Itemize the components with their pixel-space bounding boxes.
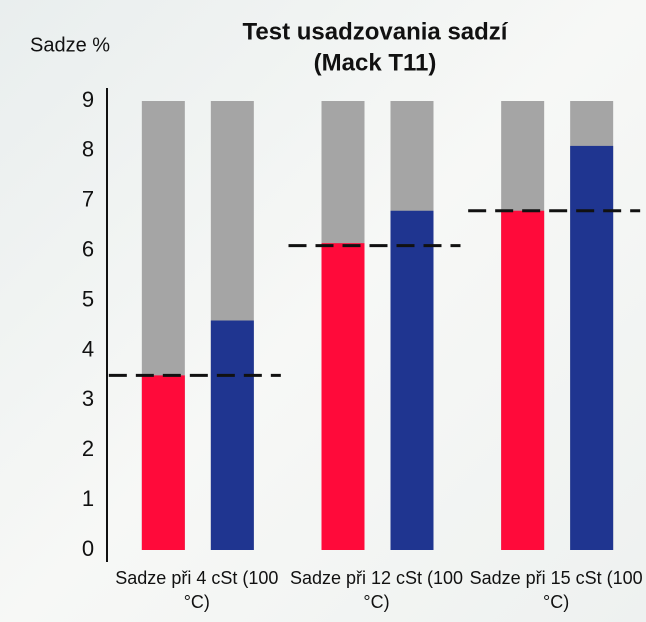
chart-title: Test usadzovania sadzí [243, 18, 509, 45]
y-tick-label: 7 [82, 187, 94, 212]
y-tick-label: 1 [82, 486, 94, 511]
y-axis-label: Sadze % [30, 34, 110, 56]
bar [211, 321, 254, 550]
bar [322, 243, 365, 550]
x-tick-label: Sadze při 4 cSt (100 °C) [102, 566, 292, 614]
y-tick-label: 4 [82, 336, 94, 361]
x-tick-label: Sadze při 12 cSt (100 °C) [282, 566, 472, 614]
x-tick-label: Sadze při 15 cSt (100 °C) [461, 566, 646, 614]
y-tick-label: 9 [82, 87, 94, 112]
chart: Test usadzovania sadzí (Mack T11) Sadze … [0, 0, 646, 622]
y-tick-label: 3 [82, 386, 94, 411]
y-tick-label: 8 [82, 137, 94, 162]
bar [501, 211, 544, 550]
y-tick-label: 2 [82, 436, 94, 461]
bar [142, 375, 185, 550]
chart-page: Test usadzovania sadzí (Mack T11) Sadze … [0, 0, 646, 622]
bar [570, 146, 613, 550]
y-tick-label: 5 [82, 286, 94, 311]
chart-subtitle: (Mack T11) [314, 49, 437, 76]
y-tick-label: 0 [82, 536, 94, 561]
bar [391, 211, 434, 550]
y-tick-label: 6 [82, 236, 94, 261]
